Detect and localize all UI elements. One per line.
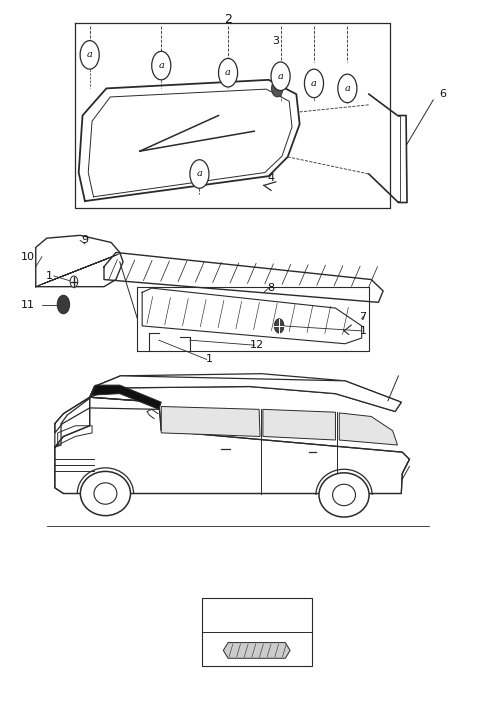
Text: a: a: [158, 61, 164, 70]
Text: 3: 3: [272, 36, 279, 46]
Polygon shape: [263, 410, 336, 440]
Text: 1: 1: [46, 271, 53, 281]
Circle shape: [190, 160, 209, 188]
Text: 4: 4: [267, 173, 275, 183]
Text: 7: 7: [360, 311, 367, 321]
Circle shape: [271, 62, 290, 90]
Text: 5: 5: [252, 609, 261, 621]
Ellipse shape: [333, 484, 356, 505]
Text: a: a: [311, 79, 317, 88]
Circle shape: [70, 276, 78, 287]
Text: 6: 6: [439, 89, 446, 99]
Text: 8: 8: [267, 283, 275, 293]
Text: 1: 1: [205, 354, 213, 364]
Polygon shape: [90, 376, 401, 412]
Text: 10: 10: [21, 252, 35, 262]
Circle shape: [304, 69, 324, 97]
Ellipse shape: [319, 473, 369, 517]
Circle shape: [272, 80, 283, 97]
Circle shape: [57, 295, 70, 314]
Text: a: a: [225, 68, 231, 77]
Text: 2: 2: [224, 13, 232, 26]
Ellipse shape: [94, 483, 117, 504]
Circle shape: [275, 319, 284, 333]
Text: 12: 12: [250, 340, 264, 350]
Ellipse shape: [80, 471, 131, 516]
Circle shape: [80, 41, 99, 69]
Circle shape: [218, 59, 238, 87]
Text: 11: 11: [21, 299, 35, 309]
Circle shape: [152, 52, 171, 80]
Text: 1: 1: [360, 326, 367, 336]
Text: a: a: [277, 72, 284, 81]
Polygon shape: [91, 385, 161, 410]
Text: a: a: [196, 170, 203, 178]
FancyBboxPatch shape: [202, 599, 312, 666]
Polygon shape: [55, 397, 409, 493]
Circle shape: [211, 602, 228, 628]
Text: a: a: [217, 610, 223, 619]
Text: a: a: [87, 50, 93, 59]
Text: a: a: [345, 84, 350, 93]
Text: 9: 9: [81, 236, 88, 246]
Polygon shape: [223, 642, 290, 658]
Polygon shape: [161, 407, 260, 437]
Polygon shape: [339, 413, 397, 445]
Circle shape: [338, 74, 357, 102]
